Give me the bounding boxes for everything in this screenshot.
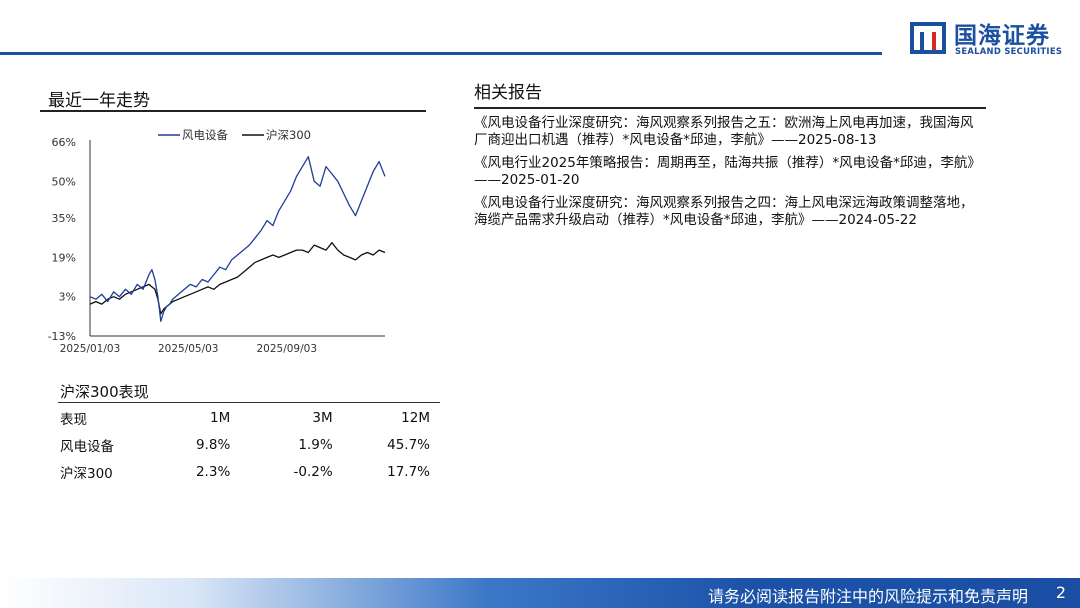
report-link[interactable]: 《风电行业2025年策略报告：周期再至，陆海共振（推荐）*风电设备*邱迪，李航》… <box>474 155 981 188</box>
brand-name-en: SEALAND SECURITIES <box>955 46 1063 56</box>
related-reports-list: 《风电设备行业深度研究：海风观察系列报告之五：欧洲海上风电再加速，我国海风厂商迎… <box>474 115 986 235</box>
performance-title: 沪深300表现 <box>60 383 149 401</box>
report-link[interactable]: 《风电设备行业深度研究：海风观察系列报告之四：海上风电深远海政策调整落地，海缆产… <box>474 195 974 228</box>
table-row: 风电设备 9.8% 1.9% 45.7% <box>60 431 430 458</box>
series-line <box>89 242 386 315</box>
table-cell: 风电设备 <box>60 438 114 455</box>
series-line <box>89 156 386 322</box>
x-tick-label: 2025/01/03 <box>60 343 121 355</box>
header-rule <box>0 52 882 55</box>
footer-disclaimer: 请务必阅读报告附注中的风险提示和免责声明 <box>707 587 1028 606</box>
y-tick-label: 66% <box>52 136 76 149</box>
legend-label: 沪深300 <box>266 128 311 142</box>
y-tick-label: 19% <box>52 251 76 264</box>
table-header-row: 表现 1M 3M 12M <box>60 404 430 431</box>
table-header-cell: 3M <box>312 409 333 426</box>
table-cell: 17.7% <box>387 463 430 480</box>
brand-name-cn: 国海证券 <box>954 23 1050 49</box>
footer-bar: 请务必阅读报告附注中的风险提示和免责声明 2 <box>0 578 1080 608</box>
brand-logo-icon <box>910 22 946 54</box>
table-header-cell: 表现 <box>60 411 87 428</box>
table-header-cell: 1M <box>210 409 231 426</box>
x-tick-label: 2025/09/03 <box>256 343 317 355</box>
table-cell: -0.2% <box>293 463 333 480</box>
performance-table: 表现 1M 3M 12M 风电设备 9.8% 1.9% 45.7% 沪深300 … <box>60 404 430 485</box>
y-tick-label: 35% <box>52 212 76 225</box>
trend-chart: 66% 50% 35% 19% 3% -13%2025/01/03 2025/05/03 20… <box>48 128 386 355</box>
table-cell: 45.7% <box>387 436 430 453</box>
trend-section-title: 最近一年走势 <box>48 91 150 111</box>
y-tick-label: 50% <box>52 175 76 188</box>
y-tick-label: -13% <box>48 330 76 343</box>
table-cell: 2.3% <box>195 463 231 480</box>
x-tick-label: 2025/05/03 <box>158 343 219 355</box>
table-cell: 9.8% <box>195 436 231 453</box>
reports-section-rule <box>474 107 986 109</box>
table-cell: 沪深300 <box>60 465 113 482</box>
table-row: 沪深300 2.3% -0.2% 17.7% <box>60 458 430 485</box>
table-cell: 1.9% <box>298 436 333 453</box>
page-number: 2 <box>1055 583 1066 602</box>
reports-section-title: 相关报告 <box>474 83 542 103</box>
performance-rule <box>58 402 440 403</box>
table-header-cell: 12M <box>401 409 430 426</box>
report-link[interactable]: 《风电设备行业深度研究：海风观察系列报告之五：欧洲海上风电再加速，我国海风厂商迎… <box>474 115 974 148</box>
legend-label: 风电设备 <box>182 128 228 142</box>
brand-logo: 国海证券 SEALAND SECURITIES <box>908 16 1068 62</box>
trend-section-rule <box>40 110 426 112</box>
y-tick-label: 3% <box>59 291 76 304</box>
